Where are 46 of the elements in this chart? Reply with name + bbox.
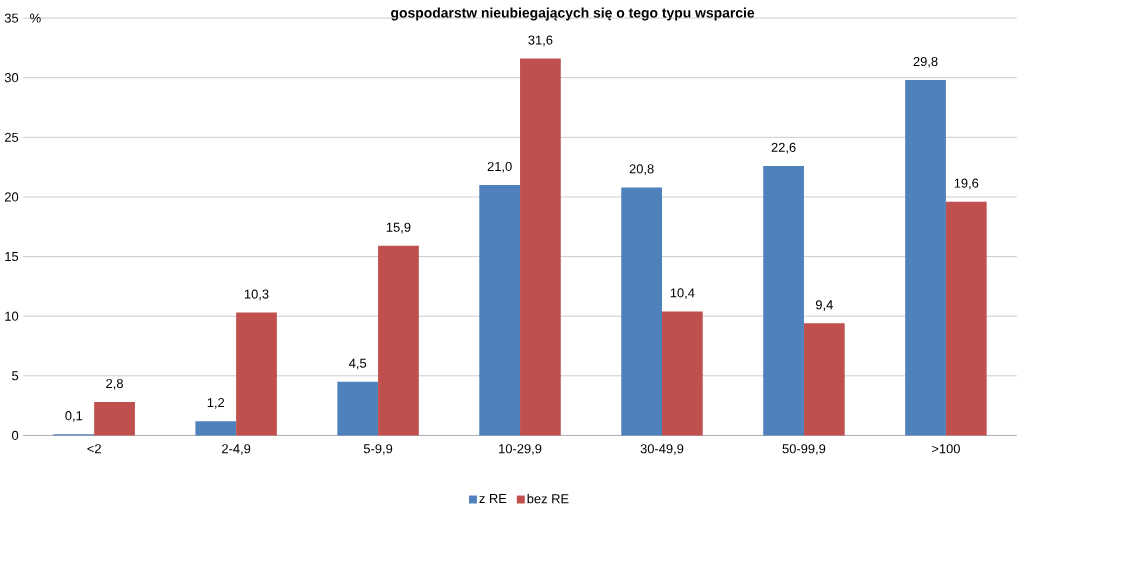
bar [945, 201, 987, 436]
bar [195, 420, 237, 436]
bar [337, 381, 379, 436]
data-label: 4,5 [349, 358, 367, 370]
y-tick-label: 15 [5, 251, 19, 261]
data-label: 29,8 [913, 56, 938, 68]
bar [803, 323, 845, 436]
data-label: 19,6 [954, 178, 979, 190]
bar [479, 184, 521, 436]
data-label: 9,4 [815, 300, 833, 311]
bar [621, 187, 662, 436]
x-tick-label: 30-49,9 [640, 443, 684, 455]
x-tick-label: 2-4,9 [222, 443, 251, 455]
bar [662, 311, 703, 436]
y-tick-label: 20 [4, 192, 19, 202]
bar [94, 401, 135, 436]
y-tick-label: 10 [5, 311, 19, 321]
bar [905, 79, 946, 436]
y-tick-label: 30 [4, 72, 19, 83]
chart-title: gospodarstw nieubiegających się o tego typu wsparcie [391, 7, 755, 21]
bar [236, 312, 277, 436]
data-label: 20,8 [629, 164, 654, 175]
bar [763, 165, 804, 436]
data-label: 0,1 [65, 410, 83, 422]
data-label: 10,3 [244, 289, 269, 300]
data-label: 1,2 [207, 397, 225, 409]
bar [378, 245, 419, 436]
x-tick-label: <2 [87, 443, 101, 453]
y-tick-label: 25 [4, 132, 19, 142]
y-axis-title: % [30, 13, 41, 23]
x-tick-label: 5-9,9 [363, 443, 393, 455]
y-tick-label: 5 [12, 371, 19, 381]
legend-label: bez RE [527, 493, 569, 504]
x-tick-label: >100 [932, 443, 960, 454]
x-tick-label: 10-29,9 [499, 443, 542, 455]
data-label: 31,6 [528, 35, 553, 46]
bar [520, 58, 561, 436]
data-label: 15,9 [386, 222, 411, 234]
x-tick-label: 50-99,9 [782, 443, 826, 455]
data-label: 22,6 [771, 142, 796, 154]
y-tick-label: 0 [12, 430, 19, 440]
data-label: 2,8 [106, 378, 123, 390]
data-label: 10,4 [670, 288, 695, 299]
y-tick-label: 35 [4, 13, 19, 23]
legend-label: z RE [479, 493, 507, 503]
data-label: 21,0 [487, 161, 512, 173]
